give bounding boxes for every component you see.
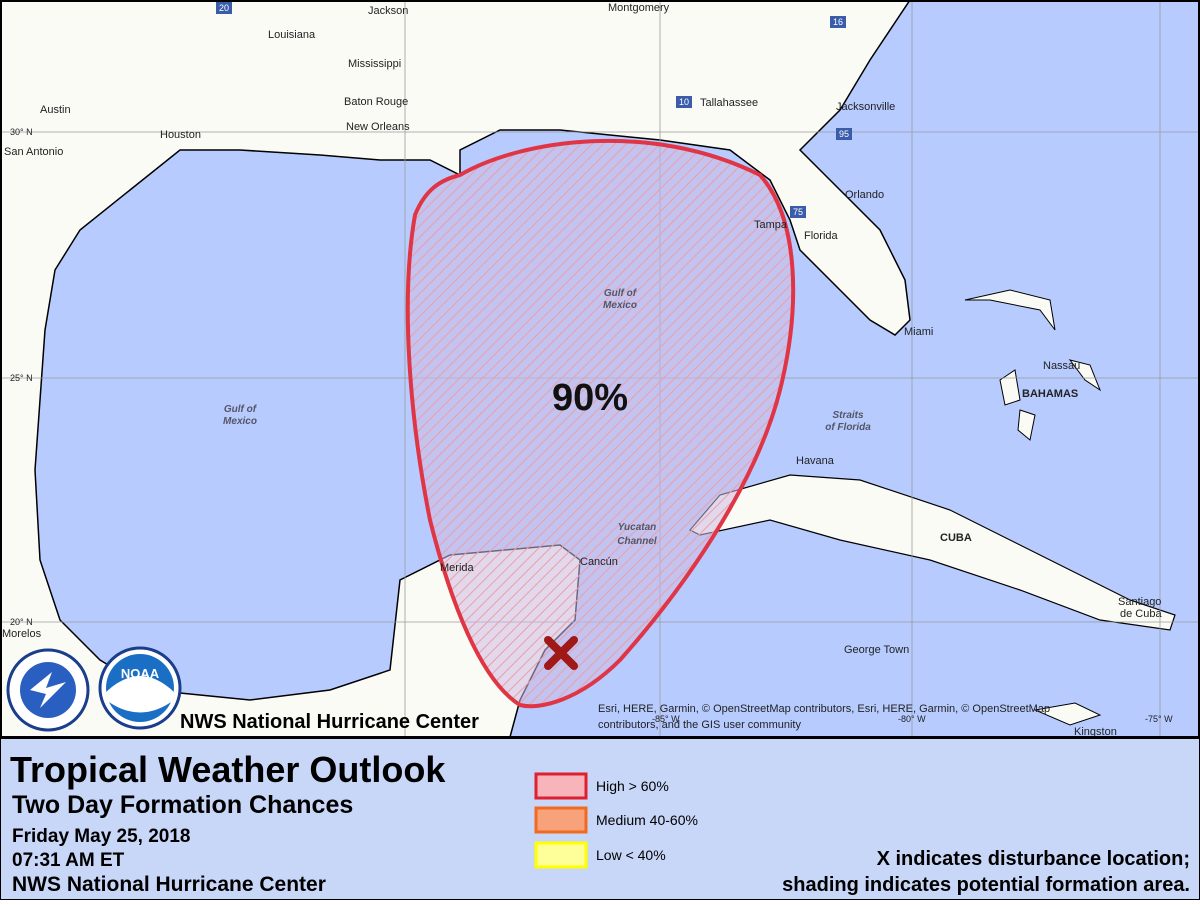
water: Yucatan <box>618 522 657 533</box>
place: Jacksonville <box>836 101 895 113</box>
place: Miami <box>904 326 933 338</box>
bahamas <box>964 289 1102 441</box>
legend-swatch <box>534 841 588 869</box>
footer-title: Tropical Weather Outlook <box>10 749 446 790</box>
noaa-logo-text: NOAA <box>121 666 160 681</box>
graticule-labels: 30° N 25° N 20° N -85° W -80° W -75° W <box>10 127 1173 724</box>
place: Mississippi <box>348 58 401 70</box>
place: Jackson <box>368 5 408 17</box>
jamaica <box>1033 702 1102 726</box>
legend-swatch <box>534 772 588 800</box>
place: Santiago <box>1118 596 1161 608</box>
highway: 95 <box>839 129 849 139</box>
place: Nassau <box>1043 360 1080 372</box>
place: Louisiana <box>268 29 316 41</box>
place: New Orleans <box>346 121 410 133</box>
attribution: Esri, HERE, Garmin, © OpenStreetMap cont… <box>598 703 1050 715</box>
map-banner: NWS National Hurricane Center <box>180 711 479 733</box>
water: of Florida <box>825 422 871 433</box>
legend: High > 60% Medium 40-60% Low < 40% <box>534 772 698 869</box>
place: Austin <box>40 104 71 116</box>
place-labels: Jackson Montgomery Louisiana Mississippi… <box>2 2 1162 738</box>
highway: 75 <box>793 207 803 217</box>
water: Gulf of <box>224 404 258 415</box>
attribution: contributors, and the GIS user community <box>598 719 801 731</box>
place: de Cuba <box>1120 608 1162 620</box>
probability-label: 90% <box>552 377 628 419</box>
legend-label: Medium 40-60% <box>596 812 698 828</box>
map: Jackson Montgomery Louisiana Mississippi… <box>0 0 1200 738</box>
place: Tampa <box>754 219 788 231</box>
highway: 16 <box>833 17 843 27</box>
place: Baton Rouge <box>344 96 408 108</box>
place: Havana <box>796 455 835 467</box>
formation-area <box>405 138 796 709</box>
highway: 10 <box>679 97 689 107</box>
legend-swatch <box>534 806 588 834</box>
highway: 20 <box>219 3 229 13</box>
highway-shields: 20 16 10 95 75 <box>216 2 852 218</box>
water: Mexico <box>223 416 257 427</box>
footer-time: 07:31 AM ET <box>12 850 125 871</box>
place: Kingston <box>1074 726 1117 738</box>
water: Straits <box>832 410 864 421</box>
place: George Town <box>844 644 909 656</box>
water: Mexico <box>603 300 637 311</box>
place: BAHAMAS <box>1022 388 1078 400</box>
water: Gulf of <box>604 288 638 299</box>
logos: NOAA <box>6 646 182 732</box>
legend-label: High > 60% <box>596 778 669 794</box>
place: Montgomery <box>608 2 670 14</box>
footer-note: X indicates disturbance location; <box>877 848 1190 870</box>
footer-center: NWS National Hurricane Center <box>12 873 326 896</box>
place: Florida <box>804 230 839 242</box>
disturbance-x <box>544 636 578 670</box>
graticule-label: 20° N <box>10 617 33 627</box>
footer-date: Friday May 25, 2018 <box>12 826 191 847</box>
graticule-label: -80° W <box>898 714 926 724</box>
place: CUBA <box>940 532 972 544</box>
place: Morelos <box>2 628 42 640</box>
footer-subtitle: Two Day Formation Chances <box>12 791 353 819</box>
place: Tallahassee <box>700 97 758 109</box>
graticule-label: 25° N <box>10 373 33 383</box>
water: Channel <box>617 536 657 547</box>
legend-label: Low < 40% <box>596 847 666 863</box>
footer-note: shading indicates potential formation ar… <box>782 874 1190 896</box>
cuba <box>689 474 1176 631</box>
place: Cancún <box>580 556 618 568</box>
place: Orlando <box>845 189 884 201</box>
graticule-label: 30° N <box>10 127 33 137</box>
place: San Antonio <box>4 146 63 158</box>
water-labels: Gulf of Mexico Gulf of Mexico Straits of… <box>223 288 871 547</box>
footer: Tropical Weather Outlook Two Day Formati… <box>0 737 1200 901</box>
place: Merida <box>440 562 475 574</box>
place: Houston <box>160 129 201 141</box>
graticule-label: -75° W <box>1145 714 1173 724</box>
graticule-label: -85° W <box>652 714 680 724</box>
